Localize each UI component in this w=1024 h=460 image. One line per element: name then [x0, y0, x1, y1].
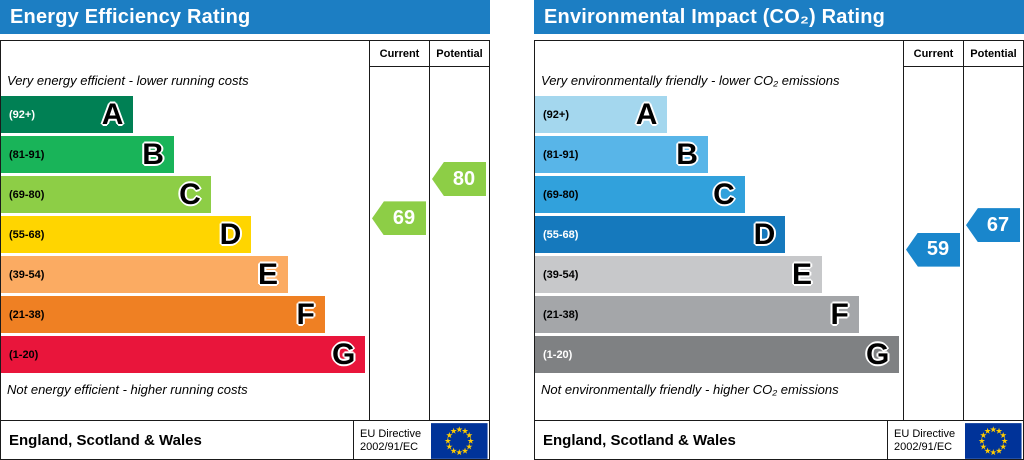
band-f: (21-38) F — [535, 296, 859, 333]
rating-body: Very environmentally friendly - lower CO… — [535, 67, 1023, 420]
band-a: (92+) A — [535, 96, 668, 133]
potential-value-badge: 80 — [432, 162, 486, 196]
eu-directive-label: EU Directive 2002/91/EC — [888, 428, 965, 454]
chart-title-bar: Environmental Impact (CO₂) Rating — [534, 0, 1024, 34]
region-label: England, Scotland & Wales — [543, 432, 736, 449]
band-range-label: (39-54) — [9, 268, 45, 281]
region-label: England, Scotland & Wales — [9, 432, 202, 449]
eu-flag-icon — [431, 422, 488, 459]
directive-cell: EU Directive 2002/91/EC — [353, 421, 489, 460]
band-letter: B — [676, 137, 698, 171]
band-letter: E — [258, 257, 279, 291]
eu-directive-line1: EU Directive — [894, 427, 956, 440]
potential-value-column: 67 — [963, 67, 1023, 420]
band-range-label: (81-91) — [543, 148, 579, 161]
eu-flag-icon — [965, 422, 1022, 459]
band-letter: A — [635, 97, 658, 131]
directive-cell: EU Directive 2002/91/EC — [887, 421, 1023, 460]
band-letter: D — [753, 217, 776, 251]
band-letter: G — [331, 337, 356, 371]
footer: England, Scotland & Wales EU Directive 2… — [535, 420, 1023, 460]
band-b: (81-91) B — [1, 136, 174, 173]
band-range-label: (1-20) — [543, 348, 573, 361]
band-letter: F — [830, 297, 849, 331]
eu-directive-line2: 2002/91/EC — [360, 440, 419, 453]
column-header-row: Current Potential — [1, 41, 489, 67]
band-range-label: (81-91) — [9, 148, 45, 161]
band-range-label: (21-38) — [543, 308, 579, 321]
top-note: Very environmentally friendly - lower CO… — [541, 72, 840, 88]
band-letter: A — [101, 97, 124, 131]
energy-efficiency-rating-chart: Energy Efficiency Rating Current Potenti… — [0, 0, 490, 460]
column-header-spacer — [1, 41, 369, 67]
bottom-note: Not environmentally friendly - higher CO… — [541, 381, 839, 397]
band-letter: C — [179, 177, 201, 211]
current-value-column: 59 — [903, 67, 963, 420]
current-value-badge: 59 — [906, 232, 960, 267]
band-g: (1-20) G — [535, 336, 900, 373]
chart-title: Environmental Impact (CO₂) Rating — [544, 5, 886, 28]
band-letter: B — [142, 137, 164, 171]
column-header-row: Current Potential — [535, 41, 1023, 67]
band-range-label: (69-80) — [9, 188, 45, 201]
eu-directive-line2: 2002/91/EC — [894, 440, 953, 453]
band-d: (55-68) D — [535, 216, 786, 253]
band-range-label: (21-38) — [9, 308, 45, 321]
band-a: (92+) A — [1, 96, 134, 133]
band-e: (39-54) E — [535, 256, 823, 293]
chart-title-bar: Energy Efficiency Rating — [0, 0, 490, 34]
band-letter: D — [219, 217, 242, 251]
rating-bands: (92+) A (81-91) B (69-80) C (55-68) D (39-54) E (2… — [535, 96, 903, 373]
rating-scale: Very environmentally friendly - lower CO… — [535, 67, 903, 420]
current-value-badge: 69 — [372, 201, 426, 236]
chart-title: Energy Efficiency Rating — [10, 5, 251, 28]
band-c: (69-80) C — [1, 176, 211, 213]
band-range-label: (39-54) — [543, 268, 579, 281]
eu-directive-label: EU Directive 2002/91/EC — [354, 428, 431, 454]
environmental-impact-rating-chart: Environmental Impact (CO₂) Rating Curren… — [534, 0, 1024, 460]
potential-value-badge: 67 — [966, 208, 1020, 243]
band-g: (1-20) G — [1, 336, 366, 373]
band-range-label: (1-20) — [9, 348, 39, 361]
band-e: (39-54) E — [1, 256, 289, 293]
band-c: (69-80) C — [535, 176, 745, 213]
band-letter: G — [865, 337, 890, 371]
rating-table: Current Potential Very environmentally f… — [534, 40, 1024, 460]
band-range-label: (55-68) — [9, 228, 45, 241]
rating-bands: (92+) A (81-91) B (69-80) C (55-68) D (39-54) E (2… — [1, 96, 369, 373]
band-range-label: (92+) — [9, 108, 35, 121]
current-column-header: Current — [903, 41, 963, 67]
band-range-label: (92+) — [543, 108, 569, 121]
rating-scale: Very energy efficient - lower running co… — [1, 67, 369, 420]
band-range-label: (55-68) — [543, 228, 579, 241]
potential-column-header: Potential — [429, 41, 489, 67]
band-f: (21-38) F — [1, 296, 325, 333]
bottom-note: Not energy efficient - higher running co… — [7, 381, 248, 397]
rating-body: Very energy efficient - lower running co… — [1, 67, 489, 420]
band-b: (81-91) B — [535, 136, 708, 173]
current-value-column: 69 — [369, 67, 429, 420]
eu-directive-line1: EU Directive — [360, 427, 422, 440]
band-range-label: (69-80) — [543, 188, 579, 201]
band-letter: E — [792, 257, 813, 291]
rating-table: Current Potential Very energy efficient … — [0, 40, 490, 460]
footer: England, Scotland & Wales EU Directive 2… — [1, 420, 489, 460]
current-column-header: Current — [369, 41, 429, 67]
top-note: Very energy efficient - lower running co… — [7, 72, 249, 88]
band-d: (55-68) D — [1, 216, 252, 253]
band-letter: C — [713, 177, 735, 211]
column-header-spacer — [535, 41, 903, 67]
band-letter: F — [296, 297, 315, 331]
potential-column-header: Potential — [963, 41, 1023, 67]
potential-value-column: 80 — [429, 67, 489, 420]
